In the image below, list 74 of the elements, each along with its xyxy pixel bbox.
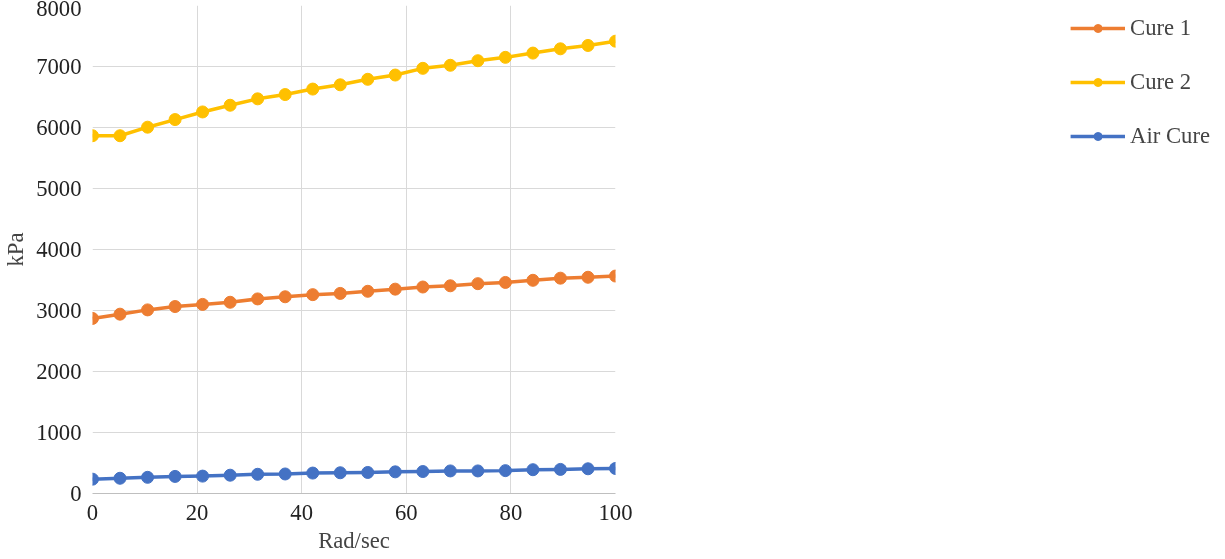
y-tick-label: 6000 [36, 115, 82, 140]
point [168, 469, 182, 483]
x-tick-label: 0 [86, 499, 99, 525]
point [113, 129, 127, 143]
x-tick-label: 60 [394, 499, 418, 525]
point [196, 297, 210, 311]
y-tick-label: 0 [70, 481, 82, 506]
point [526, 46, 540, 60]
point [526, 463, 540, 477]
point [223, 295, 237, 309]
point [141, 470, 155, 484]
point [196, 469, 210, 483]
y-tick-label: 5000 [36, 176, 82, 201]
point [113, 471, 127, 485]
point [416, 465, 430, 479]
point [553, 462, 567, 476]
point [278, 467, 292, 481]
point [498, 50, 512, 64]
point [333, 466, 347, 480]
point [498, 464, 512, 478]
point [223, 98, 237, 112]
point [581, 38, 595, 52]
x-tick-label: 80 [499, 499, 523, 525]
point [471, 277, 485, 291]
legend-label: Air Cure [1130, 123, 1210, 149]
point [388, 282, 402, 296]
legend-label: Cure 1 [1130, 15, 1192, 41]
point [306, 82, 320, 96]
point [278, 88, 292, 102]
point [251, 292, 265, 306]
point [443, 58, 457, 72]
point [306, 466, 320, 480]
point [361, 284, 375, 298]
x-axis-title: Rad/sec [318, 527, 390, 553]
point [443, 464, 457, 478]
point [553, 271, 567, 285]
x-tick-label: 20 [185, 499, 209, 525]
y-tick-label: 4000 [36, 237, 82, 262]
y-tick-label: 8000 [36, 0, 82, 21]
point [333, 286, 347, 300]
point [196, 105, 210, 119]
point [306, 288, 320, 302]
point [278, 290, 292, 304]
point [443, 279, 457, 293]
point [553, 42, 567, 56]
point [223, 468, 237, 482]
point [361, 465, 375, 479]
y-tick-label: 7000 [36, 54, 82, 79]
point [361, 72, 375, 86]
x-tick-label: 100 [598, 499, 633, 525]
point [416, 280, 430, 294]
y-tick-label: 2000 [36, 359, 82, 384]
point [388, 68, 402, 82]
point [471, 54, 485, 68]
legend-label: Cure 2 [1130, 69, 1192, 95]
y-axis-title: kPa [3, 232, 29, 267]
y-tick-label: 3000 [36, 298, 82, 323]
point [251, 92, 265, 106]
point [581, 270, 595, 284]
point [416, 61, 430, 75]
point [471, 464, 485, 478]
point [141, 303, 155, 317]
point [168, 113, 182, 127]
point [581, 462, 595, 476]
y-tick-label: 1000 [36, 420, 82, 445]
x-tick-label: 40 [290, 499, 314, 525]
point [141, 120, 155, 134]
point [168, 300, 182, 314]
point [113, 307, 127, 321]
point [251, 467, 265, 481]
point [333, 78, 347, 92]
point [388, 465, 402, 479]
point [498, 275, 512, 289]
point [526, 273, 540, 287]
